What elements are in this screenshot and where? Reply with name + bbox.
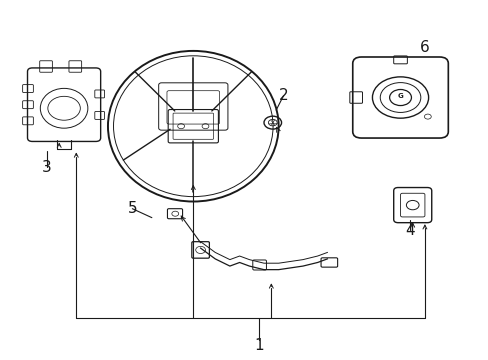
Text: 4: 4 — [405, 223, 414, 238]
Text: 3: 3 — [42, 160, 52, 175]
Text: 5: 5 — [127, 201, 137, 216]
Text: G: G — [397, 94, 403, 99]
Text: 6: 6 — [419, 40, 429, 55]
Text: 1: 1 — [254, 338, 264, 353]
Text: 2: 2 — [278, 88, 288, 103]
